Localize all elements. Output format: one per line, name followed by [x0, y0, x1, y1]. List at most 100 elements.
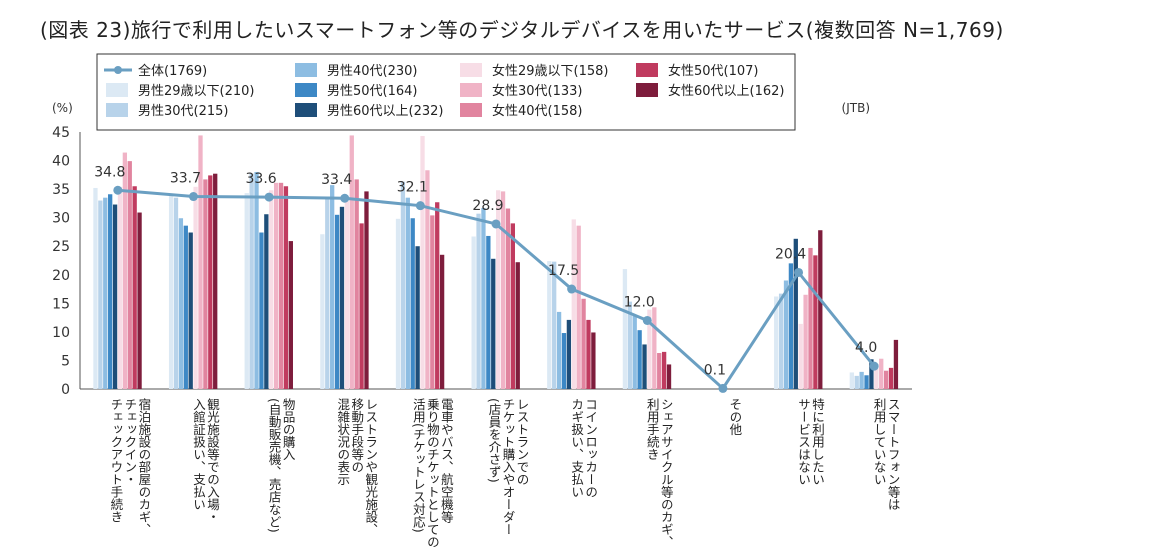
bar	[249, 173, 254, 389]
legend-swatch	[460, 63, 482, 77]
bar	[122, 152, 128, 389]
x-category-label: チェックアウト手続き	[108, 398, 123, 523]
bar	[813, 255, 818, 389]
x-category-label: スマートフォン等は	[886, 398, 901, 511]
x-category-label: コインロッカーの	[583, 398, 598, 498]
legend-swatch	[295, 103, 317, 117]
bar	[859, 371, 864, 389]
x-category-label: 宿泊施設の部屋のカギ、	[136, 397, 151, 536]
total-marker	[794, 267, 804, 277]
total-marker	[264, 192, 274, 202]
legend-label: 女性29歳以下(158)	[492, 63, 609, 79]
total-data-label: 33.7	[170, 171, 201, 187]
bar	[254, 171, 259, 389]
bar	[415, 246, 420, 389]
chart-title: (図表 23)旅行で利用したいスマートフォン等のデジタルデバイスを用いたサービス…	[40, 18, 1004, 42]
total-data-label: 4.0	[855, 340, 877, 356]
bar	[420, 135, 425, 389]
legend-label: 男性60代以上(232)	[327, 104, 444, 119]
bar	[561, 333, 567, 389]
legend-label: 女性30代(133)	[492, 83, 583, 99]
legend-swatch	[636, 63, 658, 77]
bar	[783, 280, 789, 389]
legend-swatch	[106, 103, 128, 117]
legend-label: 女性60代以上(162)	[668, 83, 785, 99]
x-category-label: カギ扱い、支払い	[569, 398, 584, 498]
y-tick-label: 0	[61, 382, 70, 398]
bar	[803, 294, 808, 389]
legend-label: 女性40代(158)	[492, 103, 583, 119]
bar	[278, 182, 284, 389]
bar	[581, 298, 586, 389]
total-data-label: 33.6	[246, 171, 277, 187]
bar	[661, 351, 667, 389]
bar	[666, 364, 672, 389]
x-category-label: チェックイン・	[122, 398, 137, 486]
bar	[496, 190, 501, 389]
bar	[103, 197, 108, 389]
x-category-label: 乗り物のチケットとしての	[425, 398, 440, 548]
bar	[486, 235, 491, 389]
y-tick-label: 15	[52, 296, 70, 312]
bar	[213, 173, 218, 389]
total-data-label: 12.0	[624, 294, 655, 310]
bar	[405, 197, 410, 389]
bar	[359, 223, 364, 389]
x-category-label: (自動販売機、売店など)	[267, 398, 282, 533]
bar	[652, 307, 657, 389]
bar	[264, 214, 269, 389]
x-category-label: (店員を介さず)	[487, 398, 502, 483]
bar	[395, 218, 401, 389]
y-tick-label: 25	[52, 239, 70, 255]
y-tick-label: 45	[52, 125, 70, 141]
bar	[571, 219, 576, 389]
bar	[556, 311, 562, 389]
bar	[657, 353, 662, 389]
bar	[869, 359, 874, 389]
bar	[808, 247, 813, 389]
y-tick-label: 20	[52, 268, 70, 284]
legend-label: 男性30代(215)	[138, 104, 229, 119]
legend-frame	[96, 53, 796, 131]
bar	[510, 223, 515, 389]
bar	[193, 186, 198, 389]
total-marker	[340, 193, 350, 203]
bar	[849, 372, 854, 389]
x-category-label: 活用(チケットレス対応)	[411, 398, 426, 533]
bar	[888, 367, 894, 389]
bar	[330, 185, 335, 389]
bar	[132, 186, 137, 389]
bar	[173, 197, 179, 389]
y-tick-label: 40	[52, 154, 70, 170]
total-data-label: 32.1	[397, 180, 428, 196]
bar	[430, 215, 435, 389]
bar	[491, 258, 496, 389]
bar	[244, 193, 249, 389]
bar	[354, 179, 359, 389]
bar	[435, 202, 440, 389]
bar	[108, 194, 113, 389]
bar	[642, 344, 647, 389]
x-category-label: シェアサイクル等のカギ、	[659, 398, 674, 548]
legend-swatch	[636, 83, 658, 97]
bar	[798, 323, 803, 389]
bar	[854, 375, 859, 389]
total-marker	[869, 361, 879, 371]
legend-label: 男性40代(230)	[327, 64, 418, 79]
y-tick-label: 30	[52, 211, 70, 227]
legend-label: 女性50代(107)	[668, 63, 759, 79]
total-marker	[642, 315, 652, 325]
bar	[874, 363, 879, 389]
bar	[883, 370, 889, 389]
bar	[208, 175, 213, 389]
bar	[93, 187, 98, 389]
bar	[893, 339, 899, 389]
bar	[576, 225, 581, 389]
x-category-label: サービスはない	[796, 398, 811, 486]
total-data-label: 17.5	[548, 263, 579, 279]
bar	[188, 232, 193, 389]
bar	[425, 170, 430, 389]
bar	[627, 301, 632, 389]
legend-swatch	[460, 103, 482, 117]
